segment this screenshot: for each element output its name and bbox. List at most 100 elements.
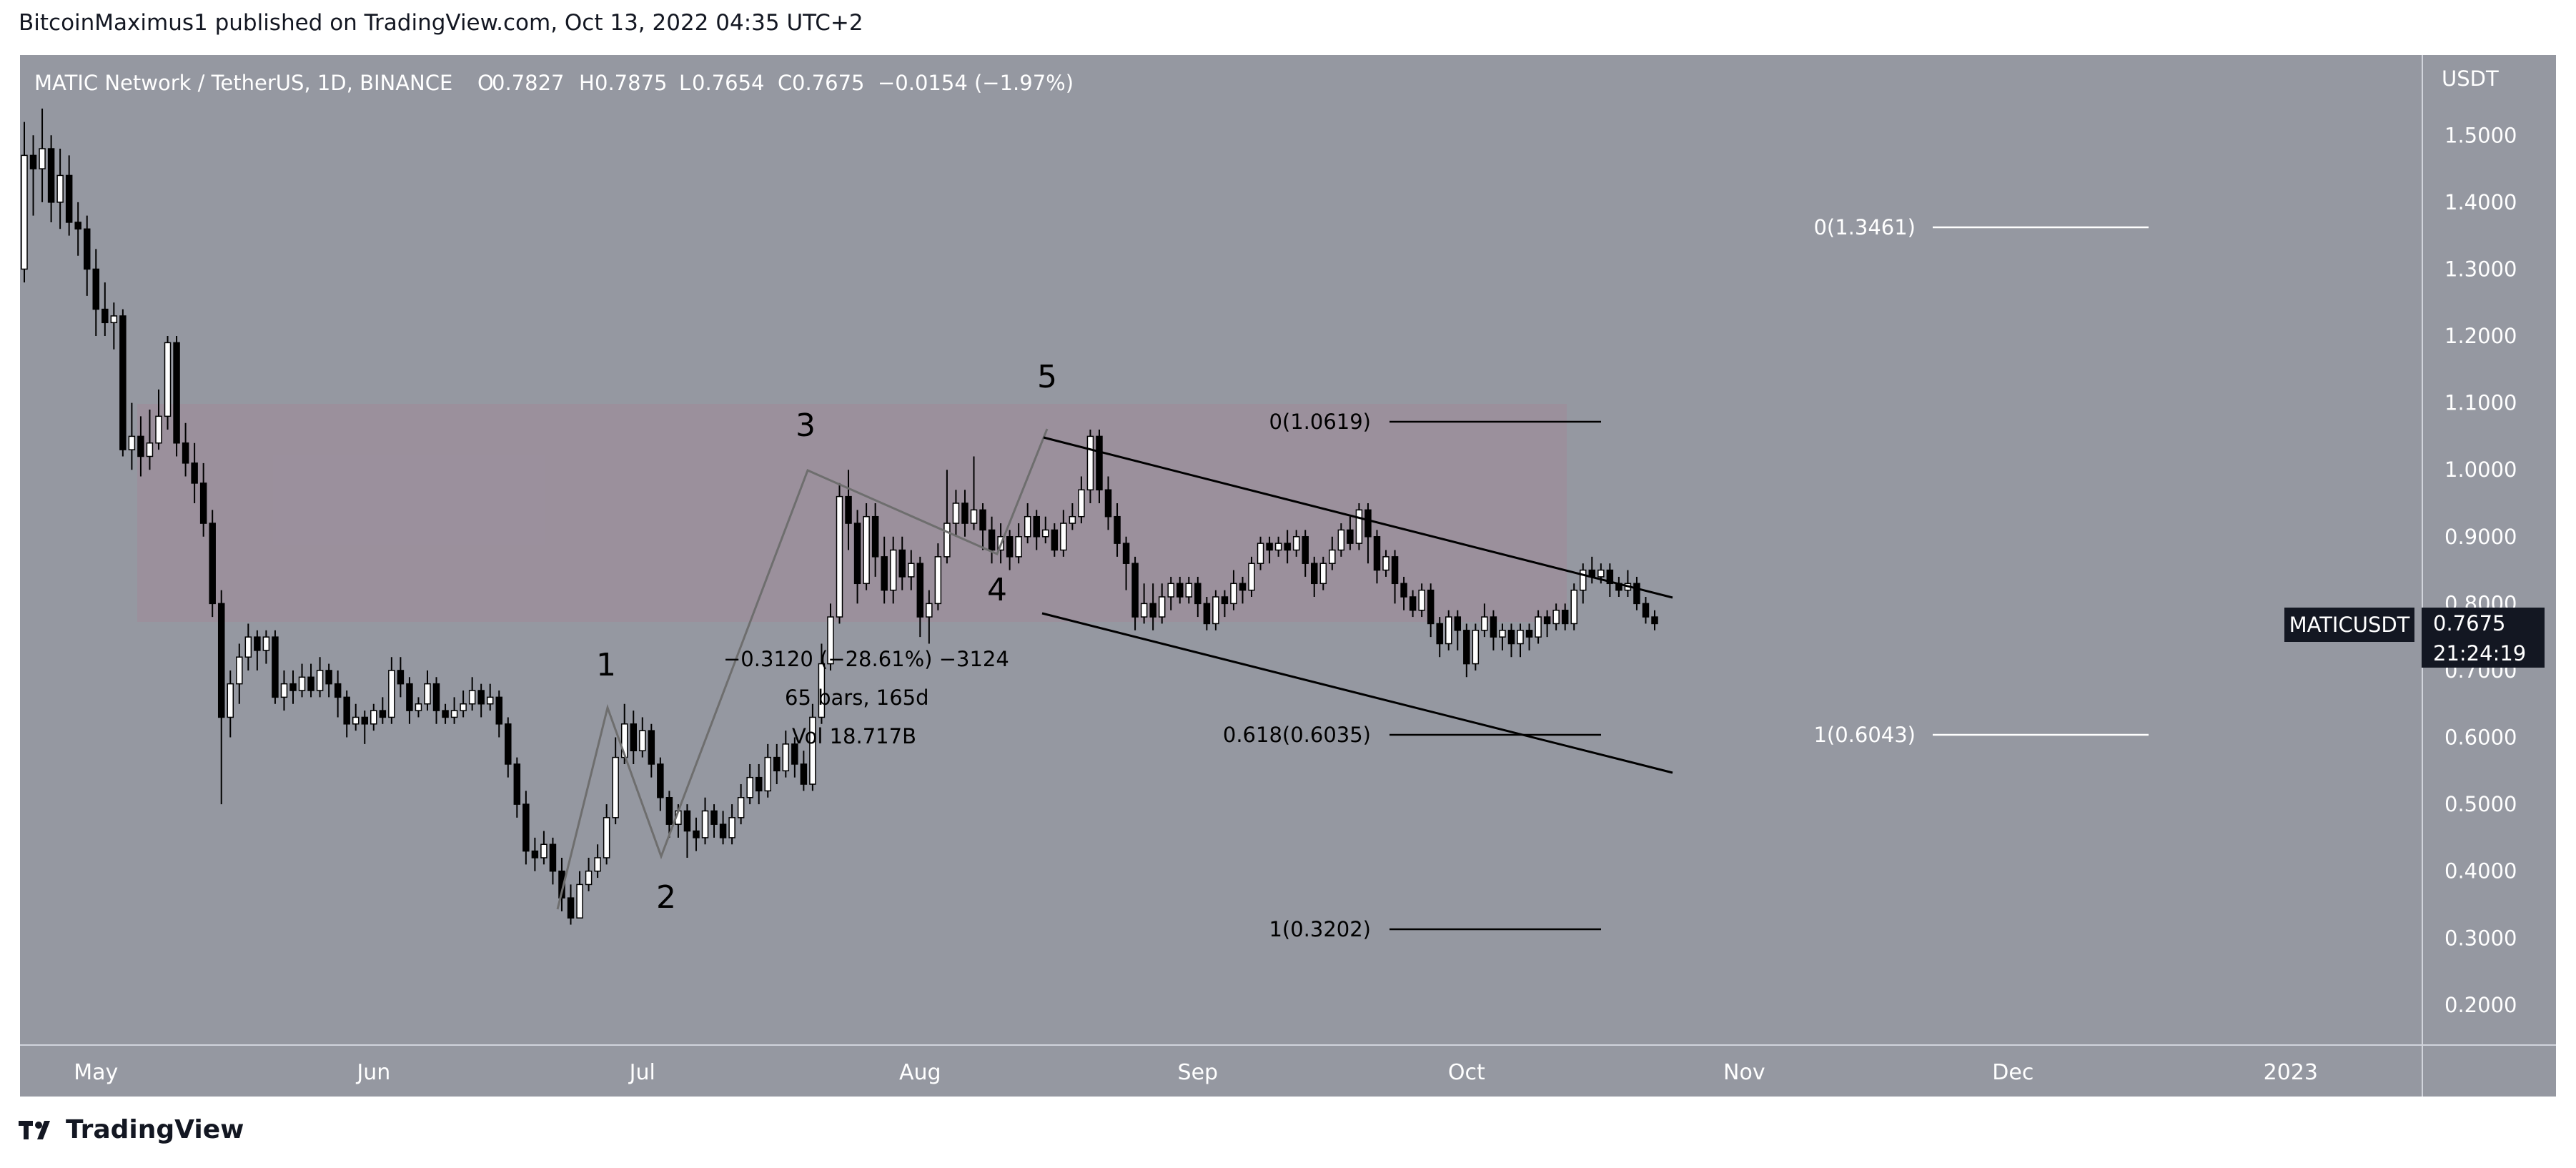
candle — [576, 884, 583, 919]
candle — [1194, 583, 1202, 605]
last-price-value: 0.7675 — [2433, 611, 2506, 635]
price-tick-label: 1.5000 — [2444, 123, 2517, 147]
candle — [468, 690, 476, 705]
candle — [29, 154, 37, 169]
candle — [657, 763, 664, 798]
candle — [522, 803, 530, 852]
candle — [693, 830, 700, 838]
candle — [728, 817, 735, 838]
candle — [1096, 435, 1103, 491]
price-tick-label: 1.4000 — [2444, 190, 2517, 214]
candle — [710, 810, 718, 825]
candle — [1221, 596, 1229, 605]
wave-label-1: 1 — [596, 647, 616, 683]
candle — [916, 563, 924, 618]
candle — [1114, 515, 1121, 544]
candle — [1131, 563, 1139, 618]
candle — [495, 696, 502, 725]
candle — [450, 710, 458, 718]
candle — [531, 850, 539, 858]
candle — [1203, 603, 1211, 625]
legend-l-value: 0.7654 — [692, 71, 764, 95]
candle — [307, 676, 314, 691]
candle — [603, 817, 610, 858]
time-tick-label: May — [74, 1060, 118, 1085]
candle — [1535, 616, 1542, 638]
candle — [39, 148, 46, 169]
last-price-symbol: MATICUSDT — [2284, 608, 2414, 642]
time-tick-label: Aug — [899, 1060, 941, 1085]
candle — [316, 670, 324, 691]
publish-line: BitcoinMaximus1 published on TradingView… — [19, 10, 863, 36]
candle — [155, 415, 162, 444]
tradingview-brand[interactable]: TradingView — [66, 1115, 244, 1144]
candle — [1463, 630, 1470, 665]
candle — [853, 523, 861, 585]
time-tick-label: Sep — [1178, 1060, 1219, 1085]
candle — [1033, 515, 1040, 538]
candle — [397, 670, 405, 685]
candle — [128, 435, 136, 450]
candle — [737, 797, 745, 818]
candle — [1284, 543, 1291, 551]
candle — [934, 556, 942, 605]
candle — [1302, 536, 1309, 564]
measure-change: −0.3120 (−28.61%) −3124 — [723, 647, 1009, 671]
candle — [773, 756, 781, 772]
candle — [262, 636, 270, 651]
time-axis[interactable] — [20, 1045, 2422, 1097]
legend-h-value: 0.7875 — [595, 71, 667, 95]
candle — [244, 636, 252, 658]
candle — [809, 716, 816, 785]
price-tick-label: 1.1000 — [2444, 391, 2517, 415]
wave-label-2: 2 — [656, 879, 676, 916]
candle — [1149, 603, 1156, 618]
fib-label-1: 1(0.3202) — [1269, 917, 1371, 941]
candle — [630, 723, 637, 751]
candle — [1337, 529, 1345, 551]
price-axis[interactable] — [2423, 55, 2556, 1097]
candle — [1006, 536, 1014, 558]
candle — [782, 743, 790, 772]
candle — [908, 563, 915, 578]
wave-label-5: 5 — [1037, 359, 1057, 395]
candle — [1454, 616, 1462, 631]
candle — [1507, 630, 1515, 645]
candle — [845, 495, 852, 524]
candle — [280, 683, 288, 698]
candle — [513, 763, 521, 805]
candle — [1329, 549, 1336, 564]
candle — [137, 435, 144, 457]
price-tick-label: 1.0000 — [2444, 457, 2517, 482]
candle — [1024, 515, 1031, 538]
candle — [1400, 583, 1407, 598]
footer[interactable]: TradingView — [19, 1115, 244, 1144]
candle — [827, 616, 834, 665]
time-tick-label: 2023 — [2264, 1060, 2318, 1085]
candle — [1311, 563, 1318, 585]
tradingview-logo-icon[interactable] — [19, 1119, 59, 1141]
candle — [665, 797, 673, 825]
candle — [379, 710, 387, 718]
candle — [1060, 523, 1067, 551]
candle — [1436, 623, 1443, 645]
candle — [1167, 583, 1174, 598]
price-tick-label: 0.9000 — [2444, 525, 2517, 549]
candle — [1140, 603, 1148, 618]
candle — [1292, 536, 1300, 551]
candle — [1651, 616, 1658, 625]
candle — [1373, 536, 1381, 571]
candle — [1122, 543, 1130, 564]
candle — [818, 663, 826, 718]
candle — [800, 763, 808, 785]
candle — [254, 636, 261, 651]
candle — [898, 549, 906, 578]
candle — [1642, 603, 1650, 618]
candle — [406, 683, 413, 711]
fib-white-label-1: 1(0.6043) — [1813, 723, 1916, 747]
candle — [1391, 556, 1399, 585]
measure-bars: 65 bars, 165d — [785, 686, 929, 710]
candle — [889, 549, 897, 591]
candle — [101, 308, 109, 324]
